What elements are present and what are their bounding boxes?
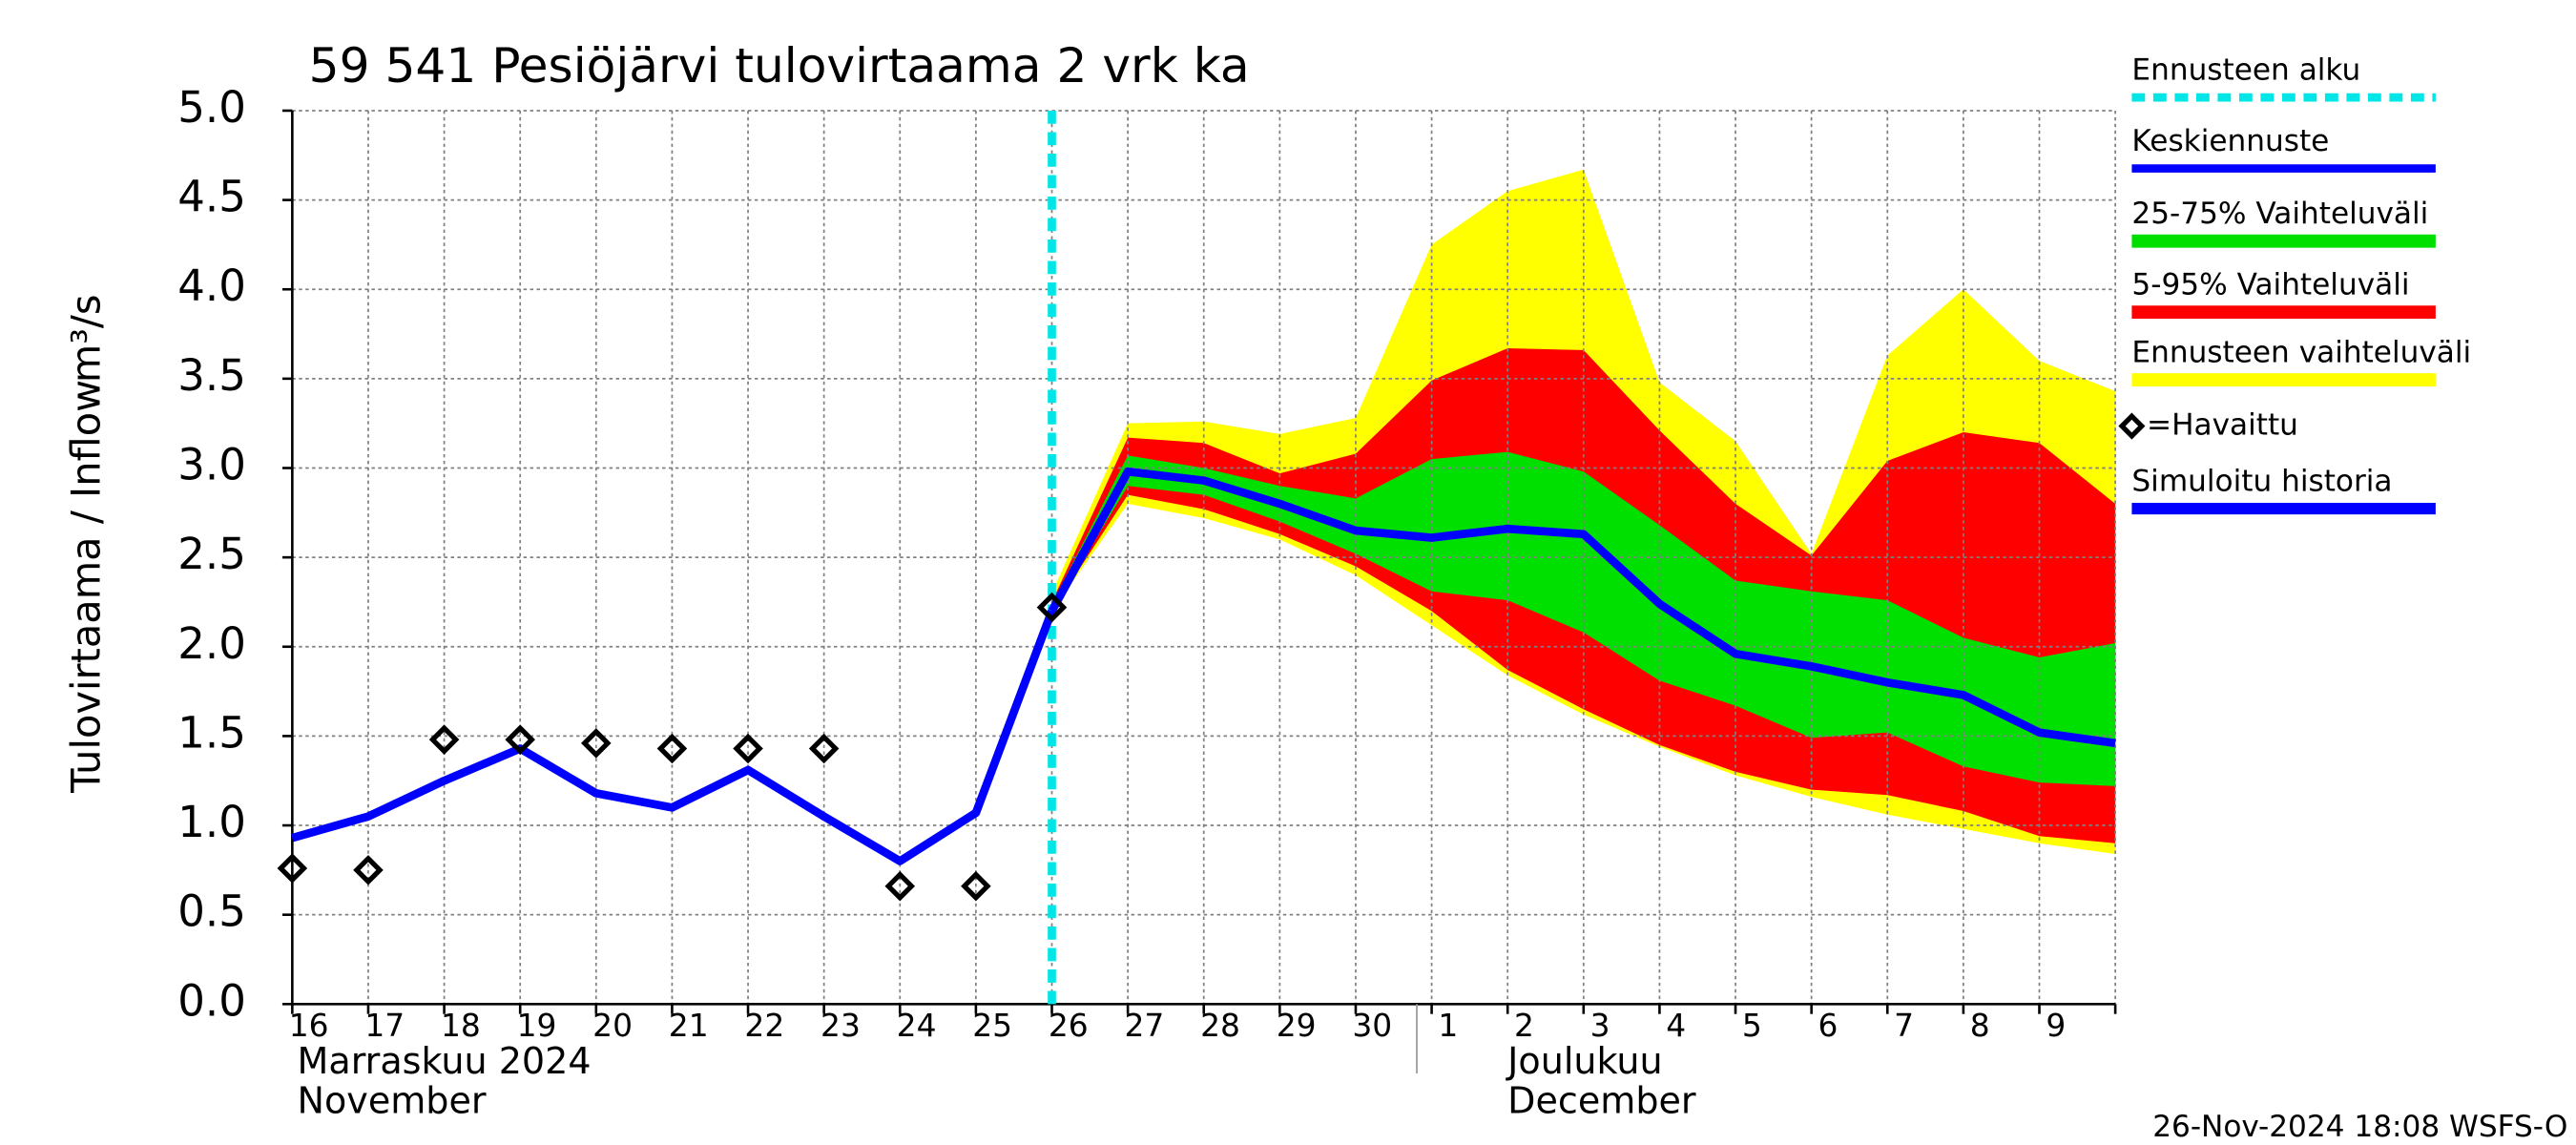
legend-label: Ennusteen vaihteluväli [2131, 335, 2471, 369]
observed-point [505, 724, 535, 755]
y-tick-label: 3.5 [177, 350, 246, 401]
observed-point [277, 853, 308, 884]
x-tick-label: 6 [1818, 1007, 1839, 1044]
x-tick-label: 19 [517, 1007, 557, 1044]
observed-point [733, 733, 763, 764]
legend-label: 5-95% Vaihteluväli [2131, 267, 2409, 302]
x-tick-label: 23 [821, 1007, 861, 1044]
x-tick-label: 9 [2046, 1007, 2066, 1044]
observed-point [656, 733, 688, 764]
y-axis-unit: m³/s [62, 294, 109, 383]
x-tick-label: 29 [1277, 1007, 1317, 1044]
month-label: Joulukuu [1506, 1040, 1662, 1082]
x-tick-label: 16 [289, 1007, 329, 1044]
observed-point [428, 724, 460, 755]
x-tick-label: 24 [897, 1007, 937, 1044]
y-axis-label: Tulovirtaama / Inflow [62, 380, 109, 794]
month-label: December [1507, 1080, 1696, 1122]
x-tick-label: 28 [1200, 1007, 1240, 1044]
observed-point [961, 870, 991, 902]
y-tick-label: 5.0 [177, 82, 246, 133]
x-tick-label: 30 [1352, 1007, 1392, 1044]
x-tick-label: 8 [1970, 1007, 1990, 1044]
x-tick-label: 3 [1590, 1007, 1610, 1044]
legend-label: Simuloitu historia [2131, 464, 2392, 498]
y-tick-label: 4.0 [177, 260, 246, 311]
y-tick-label: 3.0 [177, 440, 246, 490]
y-tick-label: 0.5 [177, 886, 246, 937]
y-tick-label: 2.0 [177, 618, 246, 669]
x-tick-label: 7 [1894, 1007, 1914, 1044]
legend-label: Ennusteen alku [2131, 52, 2360, 87]
legend-marker [2118, 412, 2146, 440]
line-series [291, 609, 1056, 865]
x-tick-label: 17 [364, 1007, 405, 1044]
footer: 26-Nov-2024 18:08 WSFS-O [2152, 1110, 2567, 1144]
x-tick-label: 4 [1666, 1007, 1686, 1044]
x-tick-label: 5 [1742, 1007, 1762, 1044]
range-band [1051, 451, 2116, 786]
legend-label: =Havaittu [2147, 408, 2298, 443]
legend-label: Keskiennuste [2131, 124, 2329, 158]
x-tick-label: 25 [972, 1007, 1012, 1044]
y-tick-label: 1.0 [177, 797, 246, 847]
observed-point [1036, 592, 1068, 623]
x-tick-label: 18 [441, 1007, 481, 1044]
observed-point [353, 855, 384, 885]
y-tick-label: 4.5 [177, 172, 246, 222]
x-tick-label: 2 [1514, 1007, 1534, 1044]
x-tick-label: 1 [1438, 1007, 1458, 1044]
x-tick-label: 21 [669, 1007, 709, 1044]
x-tick-label: 22 [744, 1007, 784, 1044]
x-tick-label: 27 [1125, 1007, 1165, 1044]
y-tick-label: 1.5 [177, 707, 246, 758]
line-series [1048, 467, 2116, 748]
x-tick-label: 20 [592, 1007, 633, 1044]
month-label: November [298, 1080, 487, 1122]
month-label: Marraskuu 2024 [298, 1040, 592, 1082]
observed-point [581, 728, 612, 759]
observed-point [884, 870, 916, 902]
y-tick-label: 0.0 [177, 975, 246, 1026]
observed-point [808, 733, 840, 764]
chart-title: 59 541 Pesiöjärvi tulovirtaama 2 vrk ka [309, 37, 1250, 94]
x-tick-label: 26 [1049, 1007, 1089, 1044]
legend-label: 25-75% Vaihteluväli [2131, 197, 2428, 231]
y-tick-label: 2.5 [177, 529, 246, 579]
